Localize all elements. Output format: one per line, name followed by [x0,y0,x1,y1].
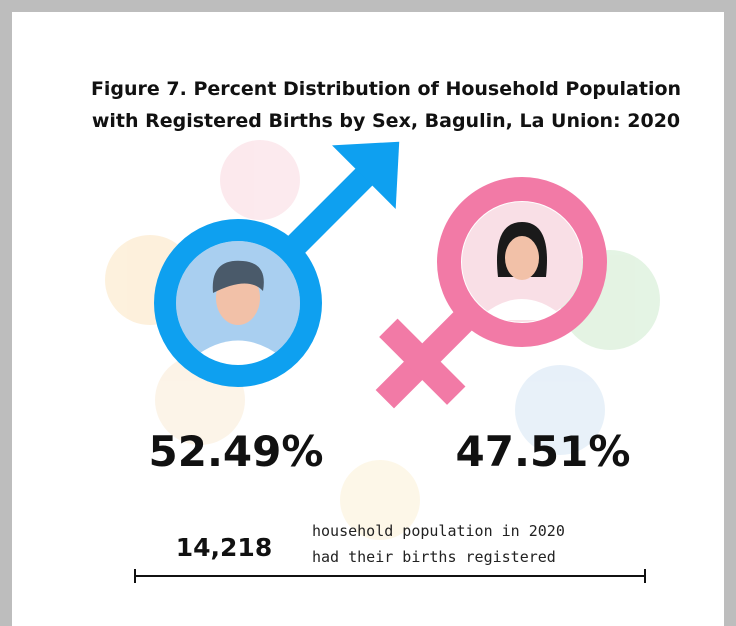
value-label: 47.51% [456,427,631,476]
panel [12,12,724,626]
total-label: 14,218 [176,533,272,562]
ring [154,219,322,387]
face [193,340,283,365]
head [505,236,539,280]
title-line: Figure 7. Percent Distribution of Househ… [91,78,681,100]
arrow-stem [286,163,378,255]
divider [134,569,646,583]
male-symbol [154,141,400,387]
ring [437,177,607,347]
hair [212,260,264,293]
title-line: with Registered Births by Sex, Bagulin, … [92,110,680,132]
arrow-head [332,141,400,209]
female-symbol [375,177,607,409]
arrow [286,141,400,255]
cross-bar [379,318,466,405]
annotation: household population in 2020 [312,522,565,540]
cross [375,310,474,409]
body [484,299,560,320]
annotation: had their births registered [312,548,556,566]
value-label: 52.49% [149,427,324,476]
